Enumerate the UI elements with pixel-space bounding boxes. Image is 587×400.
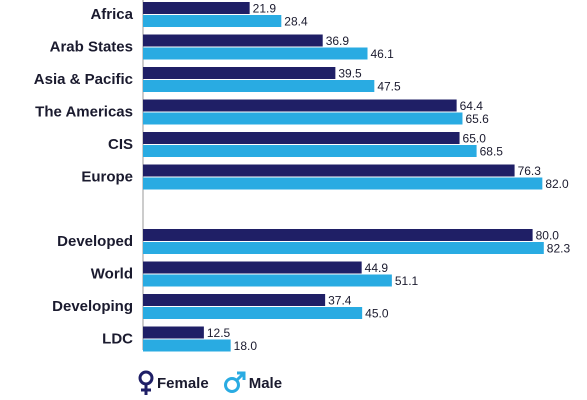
bar-male-developed [143,242,544,254]
value-label-male-cis: 68.5 [480,145,504,159]
category-label-asia-pacific: Asia & Pacific [34,71,133,88]
value-label-male-asia-pacific: 47.5 [377,80,401,94]
bar-male-arab-states [143,47,368,60]
bar-female-the-americas [143,99,457,112]
value-label-male-ldc: 18.0 [234,339,258,353]
category-label-cis: CIS [108,136,133,153]
category-label-developing: Developing [52,298,133,315]
value-label-male-europe: 82.0 [545,177,569,191]
value-label-male-developing: 45.0 [365,307,389,321]
value-label-male-africa: 28.4 [284,15,308,29]
labels-layer: Africa 21.9 28.4 Arab States 36.9 46.1 Asia & … [34,2,571,354]
bars-layer [143,2,544,352]
bar-male-europe [143,177,543,190]
bar-female-asia-pacific [143,67,336,79]
category-label-europe: Europe [81,169,133,186]
bar-chart: Africa 21.9 28.4 Arab States 36.9 46.1 Asia & … [34,0,571,354]
value-label-female-world: 44.9 [365,261,389,275]
bar-female-cis [143,132,460,144]
value-label-female-ldc: 12.5 [207,326,231,340]
value-label-male-arab-states: 46.1 [371,47,395,61]
category-label-the-americas: The Americas [35,104,133,121]
bar-male-developing [143,307,363,319]
legend-female-label: Female [157,374,209,392]
value-label-female-africa: 21.9 [253,2,277,16]
value-label-male-developed: 82.3 [547,242,571,256]
bar-female-ldc [143,326,204,339]
value-label-female-arab-states: 36.9 [326,34,350,48]
bar-female-world [143,261,362,274]
legend-male-label: Male [248,374,283,392]
bar-female-europe [143,164,515,177]
bar-female-developing [143,294,326,306]
value-label-female-cis: 65.0 [463,132,487,146]
value-label-female-the-americas: 64.4 [460,99,484,113]
value-label-male-world: 51.1 [395,274,419,288]
bar-female-africa [143,2,250,14]
value-label-female-asia-pacific: 39.5 [338,67,362,81]
value-label-female-europe: 76.3 [518,164,542,178]
legend-item-male: Male [223,370,282,396]
category-label-developed: Developed [57,233,133,250]
legend: Female Male [137,370,296,396]
female-symbol-icon [138,370,154,395]
bar-female-developed [143,229,533,241]
bar-male-world [143,274,392,287]
male-symbol-icon [223,371,246,393]
category-label-africa: Africa [90,6,133,23]
category-label-arab-states: Arab States [50,39,133,56]
legend-item-female: Female [137,370,209,396]
value-label-female-developing: 37.4 [328,294,352,308]
category-label-world: World [91,266,133,283]
value-label-male-the-americas: 65.6 [465,112,489,126]
bar-male-asia-pacific [143,80,375,92]
bar-male-africa [143,15,282,27]
category-label-ldc: LDC [102,331,133,348]
bar-male-the-americas [143,112,463,125]
value-label-female-developed: 80.0 [536,229,560,243]
bar-male-cis [143,145,477,157]
bar-male-ldc [143,339,231,352]
bar-female-arab-states [143,34,323,47]
